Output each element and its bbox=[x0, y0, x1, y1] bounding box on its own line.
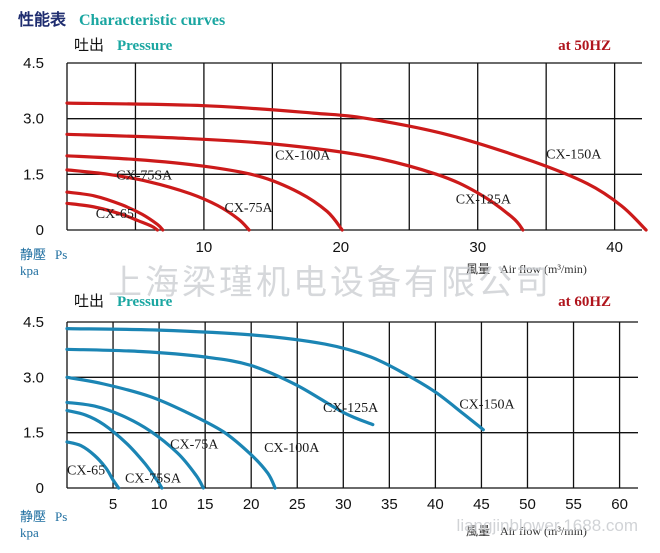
figure-title-chinese: 性能表 bbox=[18, 10, 67, 29]
label-cx-75sa: CX-75SA bbox=[116, 169, 173, 184]
top-xlabel-cn: 風量 bbox=[466, 262, 490, 276]
top-ylabel-cn: 静壓 bbox=[20, 247, 46, 262]
curve-cx-65 bbox=[65, 440, 121, 490]
bottom-yunit: kpa bbox=[20, 525, 39, 540]
bottom-pressure-label-en: Pressure bbox=[117, 294, 173, 310]
y-tick-label: 1.5 bbox=[23, 425, 44, 442]
curve-cx-75a bbox=[65, 400, 205, 490]
y-tick-label: 1.5 bbox=[23, 166, 44, 183]
x-tick-label: 5 bbox=[109, 496, 117, 513]
label-cx-65: CX-65 bbox=[67, 464, 105, 479]
x-tick-label: 25 bbox=[289, 496, 306, 513]
chart-60hz: 0 1.5 3.0 4.5 5 10 15 20 25 30 35 40 45 50 55 60 CX-65 CX… bbox=[23, 314, 638, 513]
top-yunit: kpa bbox=[20, 263, 39, 278]
curve-cx-125a bbox=[65, 347, 375, 427]
top-frequency-label: at 50HZ bbox=[558, 38, 611, 54]
label-cx-125a: CX-125A bbox=[456, 192, 512, 207]
label-cx-100a: CX-100A bbox=[275, 148, 331, 163]
x-tick-label: 60 bbox=[611, 496, 628, 513]
x-tick-label: 35 bbox=[381, 496, 398, 513]
curve-cx-75sa bbox=[65, 190, 165, 232]
label-cx-125a: CX-125A bbox=[323, 401, 379, 416]
x-tick-label: 20 bbox=[332, 239, 349, 256]
y-tick-label: 4.5 bbox=[23, 55, 44, 72]
x-tick-label: 45 bbox=[473, 496, 490, 513]
x-tick-label: 15 bbox=[197, 496, 214, 513]
label-cx-150a: CX-150A bbox=[459, 397, 515, 412]
label-cx-75a: CX-75A bbox=[224, 201, 273, 216]
x-tick-label: 10 bbox=[151, 496, 168, 513]
label-cx-75sa: CX-75SA bbox=[125, 471, 182, 486]
label-cx-150a: CX-150A bbox=[546, 148, 602, 163]
label-cx-75a: CX-75A bbox=[170, 438, 219, 453]
x-tick-label: 10 bbox=[196, 239, 213, 256]
chart-50hz: 0 1.5 3.0 4.5 10 20 30 40 CX-65 CX-75SA CX-75A CX-1… bbox=[23, 55, 648, 256]
company-watermark: 上海梁瑾机电设备有限公司 bbox=[108, 264, 552, 302]
curve-cx-150a bbox=[65, 327, 485, 432]
label-cx-65: CX-65 bbox=[96, 207, 134, 222]
y-tick-label: 0 bbox=[36, 222, 44, 239]
curve-cx-150a bbox=[65, 101, 648, 232]
top-ylabel-ps: Ps bbox=[55, 247, 67, 262]
x-tick-label: 40 bbox=[606, 239, 623, 256]
y-tick-label: 4.5 bbox=[23, 314, 44, 331]
figure-title-english: Characteristic curves bbox=[79, 12, 225, 29]
curve-cx-100a bbox=[65, 375, 277, 490]
bottom-pressure-label-cn: 吐出 bbox=[74, 293, 104, 310]
x-tick-label: 50 bbox=[519, 496, 536, 513]
top-xlabel-en: Air flow (m³/min) bbox=[500, 262, 587, 276]
bottom-xlabel-cn: 風量 bbox=[466, 524, 490, 538]
x-tick-label: 30 bbox=[469, 239, 486, 256]
x-tick-label: 30 bbox=[335, 496, 352, 513]
curve-cx-125a bbox=[65, 132, 525, 232]
bottom-ylabel-ps: Ps bbox=[55, 509, 67, 524]
y-tick-label: 3.0 bbox=[23, 111, 44, 128]
site-watermark: liangjinblower.1688.com bbox=[457, 516, 638, 535]
curve-cx-100a bbox=[65, 154, 344, 232]
curve-cx-65 bbox=[65, 201, 159, 232]
curve-cx-75a bbox=[65, 168, 251, 232]
x-tick-label: 55 bbox=[565, 496, 582, 513]
label-cx-100a: CX-100A bbox=[264, 441, 320, 456]
bottom-frequency-label: at 60HZ bbox=[558, 294, 611, 310]
y-tick-label: 3.0 bbox=[23, 369, 44, 386]
x-tick-label: 20 bbox=[243, 496, 260, 513]
top-pressure-label-en: Pressure bbox=[117, 38, 173, 54]
bottom-ylabel-cn: 静壓 bbox=[20, 509, 46, 524]
bottom-xlabel-en: Air flow (m³/min) bbox=[500, 524, 587, 538]
y-tick-label: 0 bbox=[36, 480, 44, 497]
top-pressure-label-cn: 吐出 bbox=[74, 37, 104, 54]
curve-cx-75sa bbox=[65, 408, 164, 490]
x-tick-label: 40 bbox=[427, 496, 444, 513]
